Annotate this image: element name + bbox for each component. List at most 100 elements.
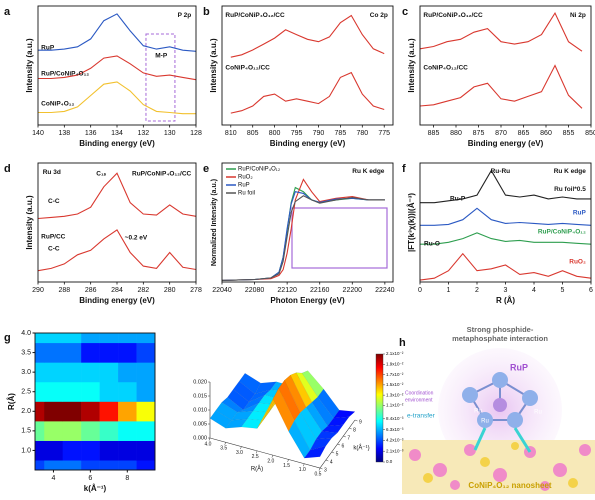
heat-cell: [99, 381, 119, 402]
z-tick-label: 0.010: [193, 407, 207, 413]
y-tick-label: 1.5: [21, 428, 31, 435]
colorbar-tick-label: 1.1x10⁻²: [386, 403, 404, 408]
y-axis-label: Intensity (a.u.): [209, 38, 218, 93]
z-tick-label: 0.020: [193, 379, 207, 385]
legend-label: RuO₂: [238, 175, 253, 181]
x-tick-label: 140: [32, 130, 44, 137]
base-label: CoNiP₄O₁₂ nanosheet: [468, 481, 551, 490]
heat-cell: [81, 460, 100, 471]
x-tick-label: 865: [518, 130, 530, 137]
heat-cell: [136, 342, 156, 363]
series-line: [419, 11, 583, 52]
x-tick-label: 8: [125, 475, 129, 482]
series-line: [420, 232, 592, 245]
heat-cell: [118, 362, 137, 383]
annotation: ~0.2 eV: [125, 235, 148, 242]
x-tick-label: 785: [335, 130, 347, 137]
surface-facet: [288, 420, 311, 459]
panel-letter: d: [4, 163, 11, 175]
series-label: RuO₂: [569, 258, 586, 265]
panel-letter: b: [203, 6, 210, 18]
heat-cell: [118, 342, 137, 363]
annotation: Ru-Ru: [491, 168, 511, 175]
y-axis-label: Normalized Intensity (a.u.): [211, 179, 218, 266]
heat-cell: [62, 381, 82, 402]
annotation: Ru-O: [424, 241, 440, 248]
x-tick-label: 22040: [212, 287, 232, 294]
series-line: [38, 81, 196, 115]
heat-cell: [35, 460, 45, 471]
x-tick-label: 4: [532, 287, 536, 294]
x-tick-label: 875: [473, 130, 485, 137]
surface-facet: [215, 402, 238, 421]
r-tick: [318, 467, 321, 471]
heat-cell: [44, 460, 63, 471]
series-label: RuP/CoNiP₄O₁₂/CC: [132, 170, 192, 177]
heat-cell: [44, 440, 63, 461]
x-tick-label: 278: [190, 287, 202, 294]
plot-frame: [37, 162, 197, 283]
plot-frame: [419, 162, 592, 283]
heat-cell: [99, 421, 119, 441]
heat-cell: [44, 421, 63, 441]
region-box: [145, 33, 176, 122]
series-line: [37, 229, 197, 272]
r-tick-label: 4.0: [205, 441, 212, 447]
heat-cell: [136, 440, 156, 461]
x-tick-label: 290: [32, 287, 44, 294]
annotation: Ni 2p: [570, 12, 586, 19]
annotation: C-C: [48, 198, 60, 205]
surface-facet: [295, 372, 318, 403]
k-tick: [331, 451, 335, 454]
x-tick-label: 6: [589, 287, 593, 294]
k-axis-label: k(Å⁻¹): [353, 445, 369, 452]
x-axis-label: R (Å): [496, 296, 515, 305]
heat-cell: [44, 362, 63, 383]
x-tick-label: 22120: [277, 287, 297, 294]
r-tick: [224, 442, 226, 445]
heat-cell: [118, 381, 137, 402]
x-tick-label: 3: [504, 287, 508, 294]
x-tick-label: 136: [85, 130, 97, 137]
panel-letter: f: [402, 163, 406, 175]
x-tick-label: 22160: [310, 287, 330, 294]
colorbar-tick-label: 0.0: [386, 459, 393, 464]
x-axis-label: Photon Energy (eV): [270, 296, 345, 305]
x-tick-label: 128: [190, 130, 202, 137]
center-label: RuP: [510, 362, 528, 372]
title-line: metaphosphate interaction: [452, 334, 548, 343]
series-label: CoNiP₄O₁₂/CC: [225, 65, 270, 72]
r-tick: [255, 450, 258, 454]
heat-cell: [44, 333, 63, 344]
colorbar-tick-label: 6.3x10⁻³: [386, 427, 404, 432]
series-label: RuP/CC: [41, 233, 66, 240]
colorbar-tick-label: 1.5x10⁻²: [386, 382, 404, 387]
y-tick-label: 2.0: [21, 408, 31, 415]
title-line: Strong phosphide-: [467, 325, 534, 334]
r-tick: [240, 446, 242, 450]
transfer-label: e-transfer: [407, 413, 436, 420]
r-tick-label: 3.5: [220, 446, 227, 452]
series-line: [221, 195, 385, 281]
series-label: RuP/CoNiP₄O₁₂: [41, 71, 89, 78]
heat-cell: [118, 421, 137, 441]
heat-cell: [62, 460, 82, 471]
y-tick-label: 2.5: [21, 389, 31, 396]
r-tick-label: 1.0: [299, 467, 306, 473]
r-tick: [303, 463, 305, 467]
y-tick-label: 4.0: [21, 330, 31, 337]
x-axis-label: Binding energy (eV): [468, 139, 544, 148]
annotation: C-C: [48, 245, 60, 252]
colorbar-tick-label: 1.9x10⁻²: [386, 361, 404, 366]
inset-box: [291, 207, 388, 269]
heat-cell: [81, 421, 100, 441]
r-axis-label: R(Å): [251, 466, 263, 473]
series-label: Ru foil*0.5: [554, 186, 586, 193]
heat-cell: [136, 381, 156, 402]
x-tick-label: 130: [164, 130, 176, 137]
heat-cell: [44, 381, 63, 402]
r-tick: [271, 455, 274, 458]
r-tick-label: 0.5: [315, 471, 322, 477]
x-tick-label: 855: [563, 130, 575, 137]
